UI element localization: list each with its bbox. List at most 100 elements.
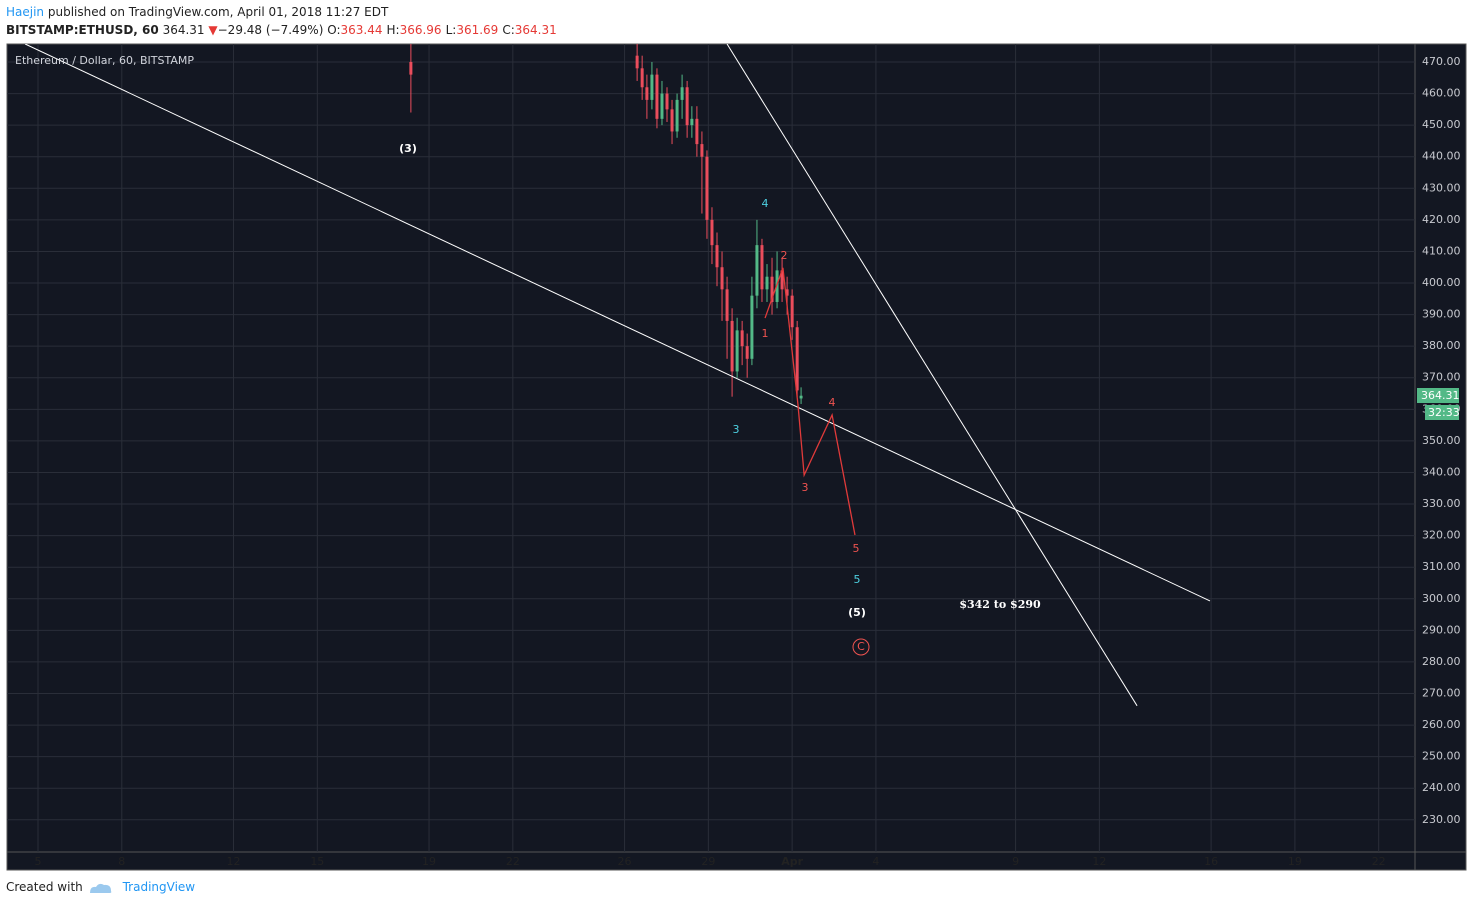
- candle-body: [660, 93, 664, 119]
- chart-title: Ethereum / Dollar, 60, BITSTAMP: [15, 54, 194, 67]
- countdown: 32:33: [1428, 406, 1460, 419]
- author[interactable]: Haejin: [6, 5, 45, 19]
- candle-body: [765, 276, 769, 290]
- candle-body: [730, 320, 734, 372]
- candle-body: [705, 156, 709, 220]
- candle-body: [670, 109, 674, 132]
- wave-label: 4: [829, 396, 836, 409]
- last-price-tag: [1417, 388, 1459, 403]
- candle-body: [780, 270, 784, 290]
- y-tick-label: 460.00: [1422, 87, 1461, 100]
- candle-body: [635, 55, 639, 69]
- publish-line: Haejin published on TradingView.com, Apr…: [6, 3, 561, 21]
- ohlc-label: O:: [327, 23, 341, 37]
- candle-body: [665, 93, 669, 110]
- x-tick-label: 5: [35, 855, 42, 868]
- y-tick-label: 350.00: [1422, 434, 1461, 447]
- candle-body: [755, 245, 759, 296]
- brand[interactable]: TradingView: [122, 880, 196, 894]
- y-tick-label: 260.00: [1422, 718, 1461, 731]
- candle-body: [720, 267, 724, 290]
- chart-background: [6, 43, 1467, 871]
- x-tick-label: 19: [422, 855, 436, 868]
- y-tick-label: 420.00: [1422, 213, 1461, 226]
- x-tick-label: 22: [506, 855, 520, 868]
- wave-label: 2: [781, 249, 788, 262]
- x-tick-label: 8: [118, 855, 125, 868]
- candle-body: [695, 118, 699, 145]
- candle-body: [735, 330, 739, 372]
- y-tick-label: 470.00: [1422, 55, 1461, 68]
- candle-body: [690, 118, 694, 126]
- candle-body: [760, 245, 764, 290]
- candle-body: [645, 87, 649, 100]
- candle-body: [745, 346, 749, 359]
- y-tick-label: 390.00: [1422, 308, 1461, 321]
- y-tick-label: 410.00: [1422, 244, 1461, 257]
- candle-body: [740, 330, 744, 347]
- quote-line: BITSTAMP:ETHUSD, 60 364.31 ▼−29.48 (−7.4…: [6, 21, 561, 39]
- ohlc-label: H:: [386, 23, 400, 37]
- ohlc-value: 366.96: [399, 23, 442, 37]
- header: Haejin published on TradingView.com, Apr…: [6, 3, 561, 39]
- last-price: 364.31: [1421, 389, 1460, 402]
- wave-label: $342 to $290: [959, 598, 1041, 611]
- x-tick-label: 22: [1372, 855, 1386, 868]
- y-tick-label: 440.00: [1422, 150, 1461, 163]
- candle-body: [700, 144, 704, 157]
- candle-body: [785, 289, 789, 296]
- x-tick-label: 4: [872, 855, 879, 868]
- y-tick-label: 340.00: [1422, 465, 1461, 478]
- x-tick-label: 12: [227, 855, 241, 868]
- y-tick-label: 320.00: [1422, 529, 1461, 542]
- ohlc-label: C:: [502, 23, 515, 37]
- y-tick-label: 330.00: [1422, 497, 1461, 510]
- x-tick-label: 9: [1012, 855, 1019, 868]
- x-tick-label: 29: [701, 855, 715, 868]
- wave-label: 3: [802, 481, 809, 494]
- footer: Created with TradingView: [6, 880, 195, 894]
- x-tick-label: 12: [1092, 855, 1106, 868]
- candle-body: [685, 87, 689, 126]
- x-tick-label: Apr: [781, 855, 803, 868]
- candle-body: [770, 276, 774, 302]
- created-with: Created with: [6, 880, 83, 894]
- trendline: [24, 44, 1211, 602]
- wave-label: 5: [853, 542, 860, 555]
- candle-body: [725, 289, 729, 321]
- y-tick-label: 270.00: [1422, 686, 1461, 699]
- tv-logo: [90, 883, 112, 893]
- y-tick-label: 380.00: [1422, 339, 1461, 352]
- wave-label: (3): [399, 142, 417, 155]
- y-tick-label: 240.00: [1422, 781, 1461, 794]
- candle-body: [675, 99, 679, 132]
- candle-body: [640, 68, 644, 88]
- symbol: BITSTAMP:ETHUSD, 60: [6, 23, 159, 37]
- ohlc-label: L:: [445, 23, 457, 37]
- last: 364.31: [162, 23, 205, 37]
- y-tick-label: 290.00: [1422, 623, 1461, 636]
- wave-label: 5: [854, 573, 861, 586]
- candle-body: [409, 61, 413, 75]
- candle-body: [795, 327, 799, 391]
- wave-label: 1: [762, 327, 769, 340]
- y-tick-label: 280.00: [1422, 655, 1461, 668]
- trendline: [726, 44, 1138, 707]
- y-tick-label: 310.00: [1422, 560, 1461, 573]
- y-tick-label: 430.00: [1422, 181, 1461, 194]
- y-tick-label: 230.00: [1422, 813, 1461, 826]
- ohlc-value: 363.44: [340, 23, 383, 37]
- candle-body: [790, 295, 794, 328]
- wave-label: (5): [848, 606, 866, 619]
- y-tick-label: 370.00: [1422, 371, 1461, 384]
- x-tick-label: 16: [1204, 855, 1218, 868]
- wave-label: 3: [733, 423, 740, 436]
- candle-body: [715, 245, 719, 268]
- candle-body: [710, 219, 714, 246]
- y-tick-label: 250.00: [1422, 750, 1461, 763]
- arrow: ▼: [208, 23, 218, 37]
- published: published on TradingView.com, April 01, …: [44, 5, 389, 19]
- candle-body: [655, 74, 659, 119]
